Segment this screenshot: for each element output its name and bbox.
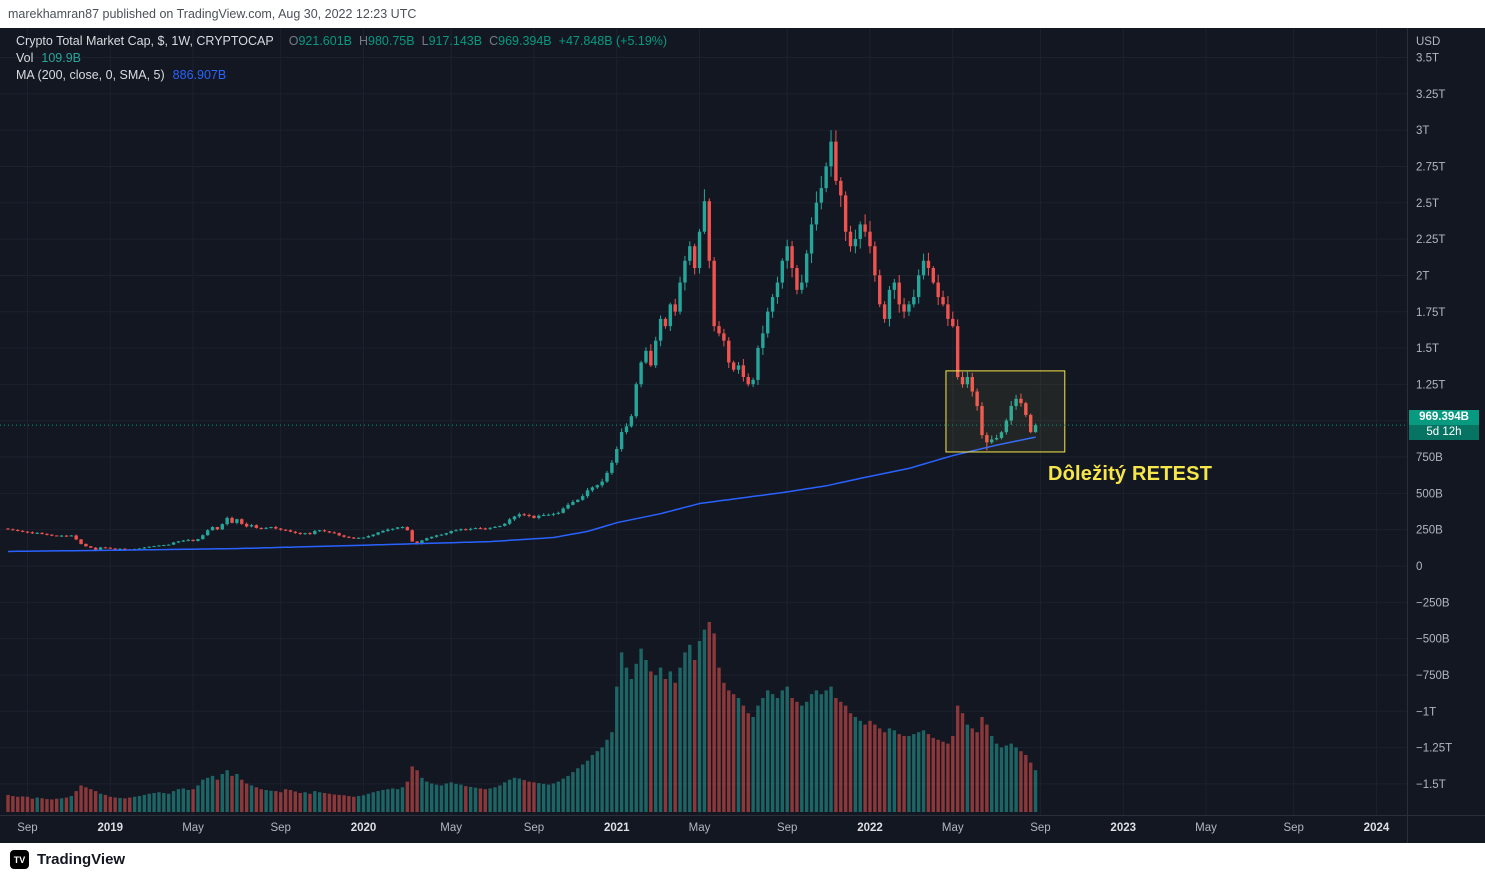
price-tick: 1.25T — [1416, 379, 1445, 391]
price-tick: 2.25T — [1416, 234, 1445, 246]
price-tick: 0 — [1416, 561, 1422, 573]
time-tick: 2019 — [97, 822, 123, 834]
price-tick: 2.75T — [1416, 161, 1445, 173]
time-axis[interactable]: Sep 2019 May Sep 2020 May Sep 2021 May Sep 2022 May… — [17, 822, 1390, 834]
time-tick: May — [942, 822, 964, 834]
ma-line — [7, 436, 1036, 553]
price-axis[interactable]: USD 3.5T 3.25T 3T 2.75T 2.5T 2.25T 2T 1.75T 1.5T 1… — [1416, 36, 1452, 791]
currency-label: USD — [1416, 36, 1440, 48]
price-tick: 500B — [1416, 488, 1443, 500]
tradingview-brand[interactable]: TradingView — [37, 851, 126, 868]
time-tick: 2021 — [604, 822, 630, 834]
time-tick: May — [1195, 822, 1217, 834]
open-value: 921.601B — [298, 34, 352, 48]
price-chart[interactable]: USD 3.5T 3.25T 3T 2.75T 2.5T 2.25T 2T 1.75T 1.5T 1… — [0, 28, 1485, 843]
time-tick: Sep — [524, 822, 544, 834]
ma-value: 886.907B — [172, 68, 227, 82]
chart-area[interactable]: Crypto Total Market Cap, $, 1W, CRYPTOCA… — [0, 28, 1485, 843]
price-tick: 3T — [1416, 125, 1429, 137]
price-tick: 1.5T — [1416, 343, 1439, 355]
change-value: +47.848B (+5.19%) — [558, 34, 668, 48]
retest-box[interactable] — [945, 370, 1066, 453]
price-tick: 250B — [1416, 525, 1443, 537]
current-price-label: 969.394B 5d 12h — [1409, 410, 1479, 441]
volume-value: 109.9B — [41, 51, 82, 65]
symbol-row[interactable]: Crypto Total Market Cap, $, 1W, CRYPTOCA… — [16, 33, 667, 50]
price-tick: −1T — [1416, 706, 1436, 718]
bar-countdown: 5d 12h — [1409, 425, 1479, 441]
time-tick: 2023 — [1110, 822, 1136, 834]
price-tick: 3.25T — [1416, 89, 1445, 101]
price-value: 969.394B — [1409, 410, 1479, 426]
time-tick: 2024 — [1364, 822, 1390, 834]
time-tick: Sep — [17, 822, 37, 834]
time-tick: May — [440, 822, 462, 834]
tradingview-logo-icon[interactable]: TV — [10, 850, 29, 869]
high-key: H — [359, 34, 369, 48]
volume-row[interactable]: Vol 109.9B — [16, 50, 667, 67]
volume-bars — [6, 622, 1038, 812]
price-tick: −1.5T — [1416, 779, 1446, 791]
candles — [6, 130, 1038, 551]
price-tick: −500B — [1416, 634, 1450, 646]
price-tick: −750B — [1416, 670, 1450, 682]
price-tick: 750B — [1416, 452, 1443, 464]
high-value: 980.75B — [368, 34, 415, 48]
time-tick: Sep — [270, 822, 290, 834]
symbol-title: Crypto Total Market Cap, $, 1W, CRYPTOCA… — [16, 34, 274, 48]
retest-annotation[interactable]: Dôležitý RETEST — [1047, 463, 1213, 486]
open-key: O — [288, 34, 299, 48]
price-tick: −250B — [1416, 597, 1450, 609]
time-tick: 2022 — [857, 822, 883, 834]
legend: Crypto Total Market Cap, $, 1W, CRYPTOCA… — [16, 33, 667, 84]
time-tick: Sep — [1283, 822, 1303, 834]
price-tick: 2.5T — [1416, 198, 1439, 210]
low-key: L — [421, 34, 429, 48]
close-value: 969.394B — [498, 34, 552, 48]
time-tick: 2020 — [351, 822, 377, 834]
publish-bar: marekhamran87 published on TradingView.c… — [0, 0, 1485, 28]
time-tick: May — [689, 822, 711, 834]
ma-row[interactable]: MA (200, close, 0, SMA, 5) 886.907B — [16, 67, 667, 84]
low-value: 917.143B — [428, 34, 483, 48]
time-tick: Sep — [777, 822, 797, 834]
close-key: C — [489, 34, 499, 48]
time-tick: Sep — [1030, 822, 1050, 834]
price-tick: −1.25T — [1416, 743, 1452, 755]
time-tick: May — [182, 822, 204, 834]
footer-bar: TV TradingView — [0, 843, 1485, 876]
price-tick: 1.75T — [1416, 307, 1445, 319]
volume-label: Vol — [16, 51, 34, 65]
price-tick: 3.5T — [1416, 53, 1439, 65]
publisher-username: marekhamran87 — [8, 7, 100, 21]
ma-label: MA (200, close, 0, SMA, 5) — [16, 68, 165, 82]
price-tick: 2T — [1416, 270, 1429, 282]
publish-info: published on TradingView.com, Aug 30, 20… — [99, 7, 417, 21]
